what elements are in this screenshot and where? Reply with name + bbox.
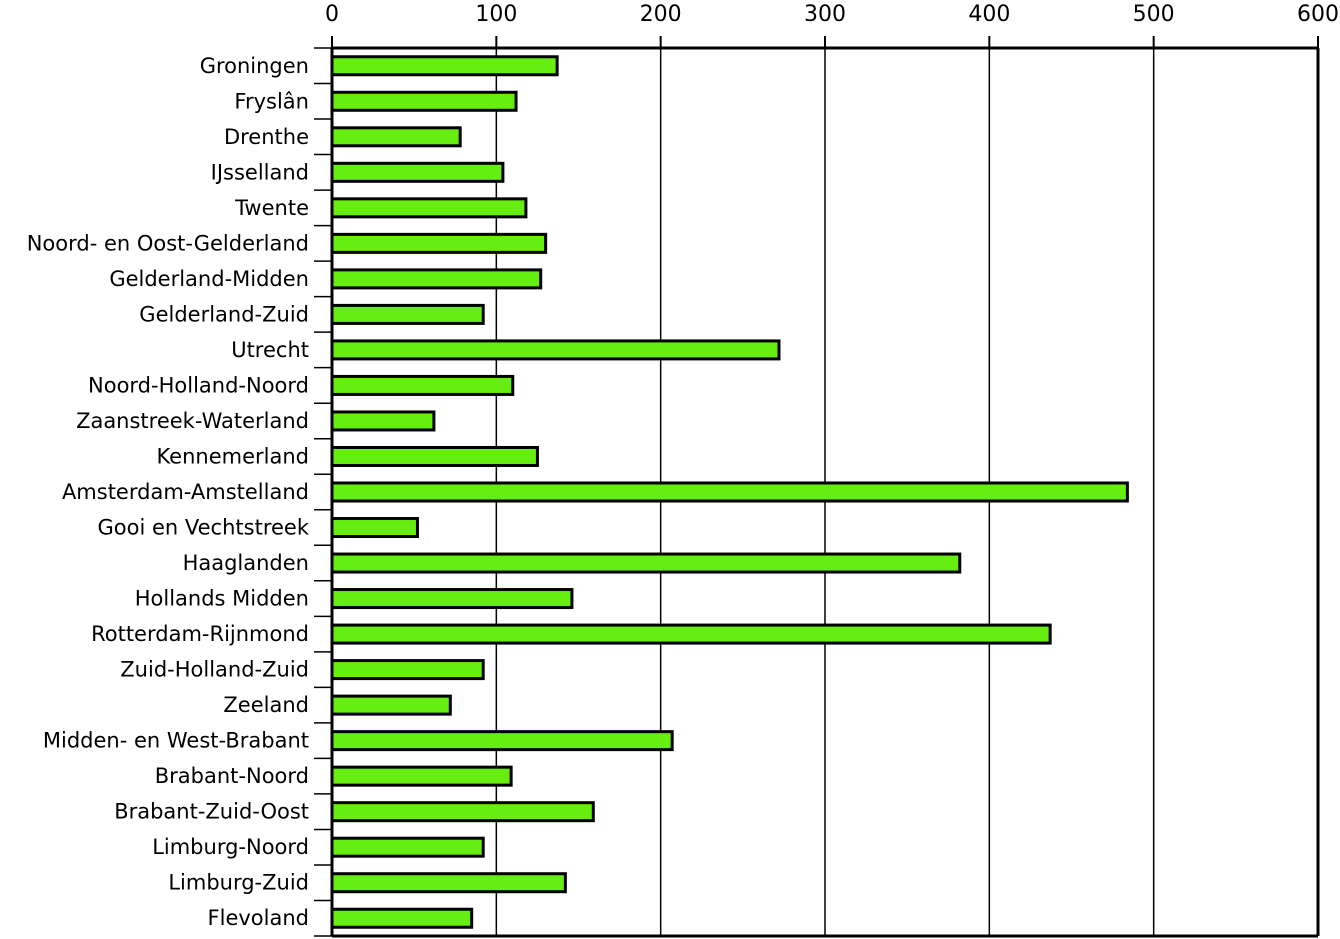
bar	[330, 374, 515, 396]
x-tick-label: 200	[640, 2, 682, 27]
bar	[330, 907, 474, 929]
x-tick-label: 300	[804, 2, 846, 27]
bar	[330, 517, 419, 539]
axes	[314, 36, 1320, 938]
category-label: Utrecht	[231, 338, 309, 362]
bar	[330, 552, 962, 574]
bar	[330, 232, 548, 254]
category-label: Noord- en Oost-Gelderland	[27, 231, 309, 255]
bar	[330, 126, 462, 148]
x-tick-label: 400	[968, 2, 1010, 27]
bar	[330, 659, 485, 681]
bar	[330, 410, 436, 432]
category-label: Brabant-Noord	[155, 764, 309, 788]
bar	[330, 623, 1052, 645]
category-label: Twente	[234, 196, 309, 220]
category-label: Brabant-Zuid-Oost	[114, 800, 309, 824]
category-label: Limburg-Zuid	[168, 871, 309, 895]
bars	[330, 55, 1129, 929]
category-label: Flevoland	[208, 906, 309, 930]
bar	[330, 588, 574, 610]
category-label: Gelderland-Midden	[109, 267, 309, 291]
x-tick-label: 600	[1297, 2, 1339, 27]
category-label: Midden- en West-Brabant	[43, 729, 309, 753]
category-label: Gelderland-Zuid	[139, 302, 309, 326]
labels: 0 100 200 300 400 500 600 Groningen Fryslân Drent…	[27, 2, 1339, 930]
category-label: Kennemerland	[156, 444, 309, 468]
x-tick-label: 500	[1133, 2, 1175, 27]
bar	[330, 694, 452, 716]
bar	[330, 872, 567, 894]
category-label: Fryslân	[234, 89, 309, 113]
category-label: IJsselland	[211, 160, 309, 184]
category-label: Haaglanden	[183, 551, 309, 575]
bar	[330, 445, 539, 467]
bar	[330, 836, 485, 858]
category-label: Zuid-Holland-Zuid	[120, 658, 309, 682]
bar	[330, 90, 518, 112]
category-label: Drenthe	[224, 125, 309, 149]
category-label: Zeeland	[223, 693, 309, 717]
bar	[330, 161, 505, 183]
bar	[330, 481, 1129, 503]
bar	[330, 268, 543, 290]
category-label: Limburg-Noord	[152, 835, 309, 859]
bar	[330, 765, 513, 787]
category-label: Gooi en Vechtstreek	[98, 516, 310, 540]
category-label: Noord-Holland-Noord	[88, 373, 309, 397]
bar	[330, 197, 528, 219]
bar	[330, 339, 781, 361]
category-label: Hollands Midden	[135, 587, 309, 611]
bar	[330, 801, 595, 823]
category-label: Amsterdam-Amstelland	[62, 480, 309, 504]
bar	[330, 303, 485, 325]
bar	[330, 55, 559, 77]
category-label: Groningen	[200, 54, 309, 78]
category-label: Zaanstreek-Waterland	[76, 409, 309, 433]
x-tick-label: 100	[475, 2, 517, 27]
category-label: Rotterdam-Rijnmond	[91, 622, 309, 646]
bar	[330, 730, 674, 752]
x-tick-label: 0	[325, 2, 339, 27]
